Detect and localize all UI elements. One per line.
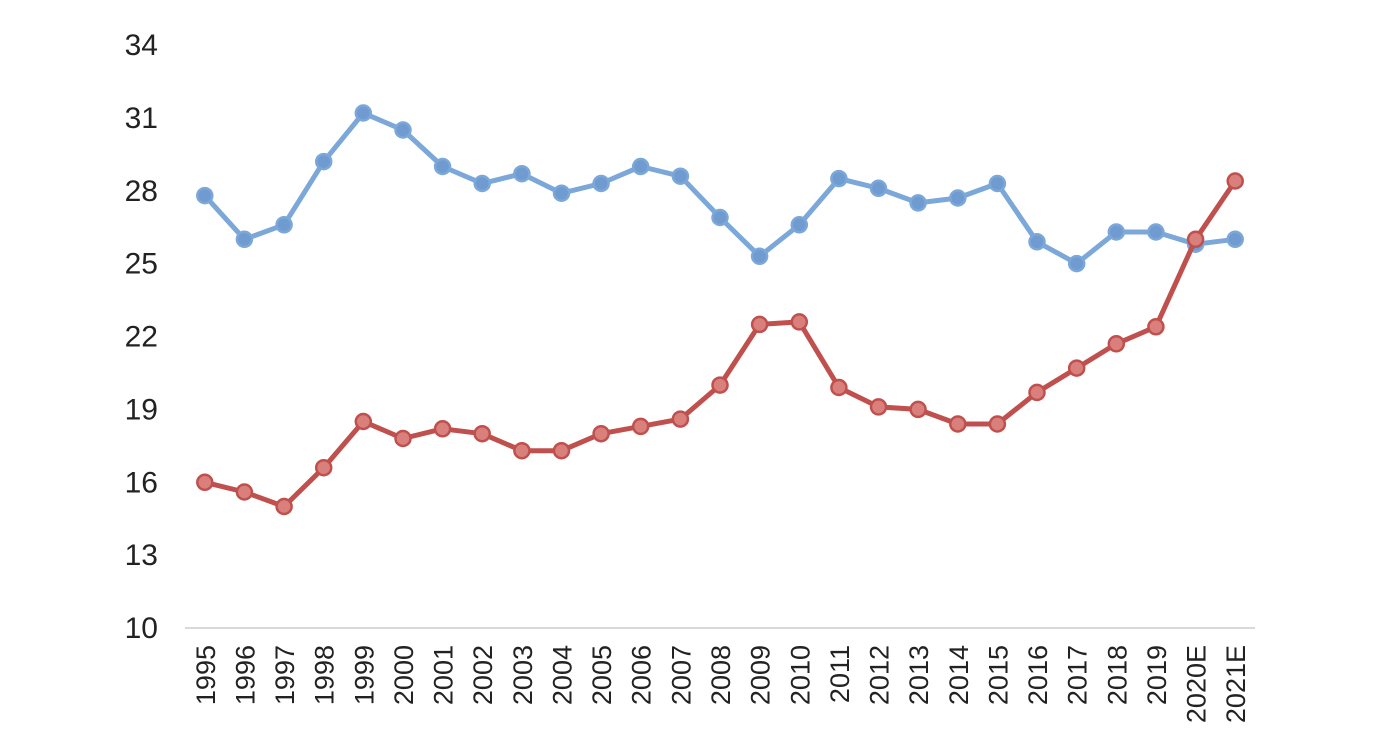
x-tick-label: 2015 <box>983 645 1013 705</box>
series-2-point <box>1226 172 1244 190</box>
series-1-point <box>592 174 610 193</box>
series-1-point <box>1107 223 1126 241</box>
series-2-point <box>473 424 491 443</box>
x-tick-label: 2003 <box>508 645 538 705</box>
series-1-point <box>552 184 571 202</box>
series-1-point <box>513 164 531 183</box>
x-tick-label: 2007 <box>666 645 696 705</box>
series-1-point <box>750 247 769 266</box>
x-tick-label: 2021E <box>1221 645 1251 723</box>
x-tick-label: 2014 <box>944 645 974 705</box>
series-2-point <box>1067 359 1086 377</box>
series-2-point <box>235 483 254 501</box>
x-tick-label: 2005 <box>587 645 617 705</box>
series-2-point <box>1186 230 1205 249</box>
series-2-point <box>394 429 412 448</box>
series-2-point <box>433 420 452 438</box>
series-1-point <box>196 186 214 205</box>
y-tick-label: 28 <box>125 175 158 208</box>
x-tick-label: 1998 <box>310 645 340 705</box>
series-1-point <box>671 167 690 185</box>
x-tick-label: 1996 <box>230 645 260 705</box>
series-2-point <box>671 410 690 428</box>
series-2-point <box>711 376 729 394</box>
x-tick-label: 2000 <box>389 645 419 705</box>
x-tick-label: 2019 <box>1142 645 1172 705</box>
series-1-point <box>711 208 729 227</box>
series-1-point <box>988 174 1007 193</box>
series-1-point <box>949 189 967 207</box>
y-tick-label: 13 <box>125 539 158 572</box>
series-2-point <box>869 398 888 416</box>
y-tick-label: 10 <box>125 612 158 645</box>
series-1-point <box>275 216 293 234</box>
x-tick-label: 2013 <box>904 645 934 705</box>
series-1-point <box>830 169 848 188</box>
series-2-point <box>988 415 1007 433</box>
series-1-point <box>790 216 809 234</box>
x-tick-label: 2009 <box>746 645 776 705</box>
y-tick-label: 22 <box>125 321 158 354</box>
y-tick-label: 25 <box>125 248 158 281</box>
series-1-point <box>314 152 333 171</box>
series-2-point <box>513 441 531 460</box>
series-1-point <box>394 121 412 139</box>
series-2-point <box>1107 335 1126 353</box>
series-2-point <box>1147 318 1165 336</box>
x-tick-label: 2020E <box>1182 645 1212 723</box>
x-tick-label: 2004 <box>547 645 577 705</box>
y-tick-label: 31 <box>125 102 158 135</box>
y-tick-label: 19 <box>125 393 158 426</box>
series-1-point <box>869 179 888 198</box>
series-2-line <box>202 178 1238 509</box>
series-layer <box>196 104 1244 516</box>
y-axis: 10 13 16 19 22 25 28 31 34 <box>125 29 158 645</box>
x-tick-label: 2012 <box>865 645 895 705</box>
series-2-point <box>631 417 650 436</box>
x-tick-label: 2008 <box>706 645 736 705</box>
x-tick-label: 1997 <box>270 645 300 705</box>
series-1-point <box>1067 254 1086 273</box>
x-axis: 1995 1996 1997 1998 1999 2000 2001 2002 2003 2004… <box>191 645 1251 723</box>
series-2-point <box>592 424 610 443</box>
series-1-point <box>631 157 650 176</box>
series-1-point <box>473 174 491 193</box>
series-1-point <box>1226 230 1244 249</box>
series-2-point <box>1028 383 1046 402</box>
x-tick-label: 2011 <box>825 645 855 703</box>
x-tick-label: 1995 <box>191 645 221 705</box>
x-tick-label: 2002 <box>468 645 498 705</box>
series-2-point <box>949 415 967 433</box>
y-tick-label: 34 <box>125 29 158 62</box>
series-1-point <box>354 104 373 122</box>
series-2-point <box>354 412 373 431</box>
series-2-point <box>750 315 769 334</box>
x-tick-label: 2017 <box>1063 645 1093 705</box>
series-1-point <box>235 230 254 249</box>
x-tick-label: 2001 <box>429 645 459 705</box>
series-2-point <box>314 458 333 477</box>
x-tick-label: 2006 <box>627 645 657 705</box>
series-2-point <box>275 497 293 516</box>
x-tick-label: 2018 <box>1102 645 1132 705</box>
series-2-point <box>909 400 927 419</box>
series-1-point <box>433 157 452 176</box>
x-tick-label: 1999 <box>349 645 379 705</box>
series-1-point <box>1028 233 1046 251</box>
series-1-line <box>202 110 1238 267</box>
series-1-point <box>909 194 927 212</box>
series-1 <box>196 104 1244 273</box>
x-tick-label: 2010 <box>785 645 815 705</box>
series-2-point <box>790 313 809 331</box>
series-1-point <box>1147 223 1165 241</box>
y-tick-label: 16 <box>125 466 158 499</box>
x-tick-label: 2016 <box>1023 645 1053 705</box>
series-2-point <box>830 378 848 397</box>
series-2 <box>196 172 1244 516</box>
series-2-point <box>552 441 571 460</box>
series-2-point <box>196 473 214 492</box>
